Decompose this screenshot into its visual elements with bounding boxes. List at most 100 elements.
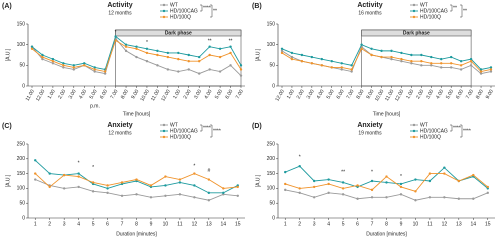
data-point bbox=[135, 178, 138, 181]
data-point bbox=[479, 70, 483, 73]
x-tick-label: 9 bbox=[150, 221, 153, 227]
significance-bracket bbox=[200, 124, 203, 132]
data-point bbox=[370, 53, 373, 57]
y-axis-label: [A.U.] bbox=[5, 48, 11, 61]
x-tick-label: 6 bbox=[106, 221, 109, 227]
legend-marker bbox=[412, 15, 416, 19]
x-tick-label: 4.00 bbox=[203, 88, 213, 100]
data-point bbox=[177, 57, 180, 61]
significance-label: **** bbox=[463, 128, 471, 134]
data-point bbox=[207, 199, 211, 202]
dark-phase-label: Dark phase bbox=[165, 30, 192, 36]
significance-label: ** bbox=[453, 5, 457, 11]
x-tick-label: 10 bbox=[413, 221, 419, 227]
data-point bbox=[300, 53, 304, 57]
x-tick-label: 5.00 bbox=[326, 88, 336, 100]
significance-bracket bbox=[460, 4, 463, 18]
data-point bbox=[120, 194, 124, 197]
data-point bbox=[320, 64, 324, 67]
significance-label: ** bbox=[213, 8, 217, 14]
point-annotation: * bbox=[146, 40, 148, 46]
data-point bbox=[360, 43, 363, 46]
data-point bbox=[380, 55, 383, 59]
data-point bbox=[106, 184, 109, 187]
data-point bbox=[145, 47, 149, 50]
data-point bbox=[327, 191, 330, 195]
x-tick-label: 4.00 bbox=[435, 88, 445, 100]
point-annotation: * bbox=[92, 165, 94, 171]
data-point bbox=[62, 66, 65, 69]
data-point bbox=[208, 68, 211, 71]
data-point bbox=[310, 62, 314, 65]
data-point bbox=[280, 49, 284, 53]
legend-label: HD/100Q bbox=[420, 134, 441, 140]
y-axis-label: [A.U.] bbox=[5, 174, 11, 187]
y-tick-label: 50 bbox=[269, 63, 275, 69]
data-point bbox=[124, 49, 128, 53]
significance-bracket bbox=[450, 124, 453, 132]
data-point bbox=[83, 62, 86, 65]
chart-subtitle: 16 months bbox=[358, 10, 382, 16]
x-tick-label: 7.00 bbox=[345, 88, 355, 100]
data-point bbox=[91, 190, 95, 193]
data-point bbox=[459, 60, 463, 63]
data-point bbox=[350, 68, 353, 71]
data-point bbox=[62, 64, 65, 67]
data-point bbox=[420, 53, 423, 57]
data-point bbox=[207, 191, 211, 195]
y-axis-label: [A.U.] bbox=[255, 174, 261, 187]
data-point bbox=[469, 57, 473, 61]
data-point bbox=[312, 185, 316, 189]
data-point bbox=[187, 53, 190, 57]
y-tick-label: 0 bbox=[272, 83, 275, 89]
data-point bbox=[208, 45, 211, 48]
data-point bbox=[114, 39, 117, 42]
data-point bbox=[93, 66, 96, 69]
x-tick-label: 9 bbox=[400, 221, 403, 227]
data-point bbox=[62, 62, 65, 65]
x-tick-label: 3.00 bbox=[425, 88, 435, 100]
x-tick-label: 4 bbox=[77, 221, 80, 227]
x-tick-label: 1.00 bbox=[172, 88, 182, 100]
data-point bbox=[34, 172, 37, 175]
data-point bbox=[218, 47, 222, 50]
x-tick-label: 3 bbox=[63, 221, 66, 227]
x-tick-label: 2.00 bbox=[57, 88, 67, 100]
significance-bracket bbox=[450, 4, 453, 12]
x-tick-label: 7 bbox=[121, 221, 124, 227]
x-tick-label: 9.00 bbox=[365, 88, 375, 100]
data-point bbox=[399, 185, 403, 189]
data-point bbox=[145, 60, 149, 63]
data-point bbox=[327, 182, 330, 186]
data-point bbox=[149, 184, 153, 187]
data-point bbox=[177, 70, 180, 73]
x-tick-label: 5.00 bbox=[89, 88, 99, 100]
x-tick-label: 11.00 bbox=[384, 88, 395, 102]
data-point bbox=[472, 197, 475, 200]
data-point bbox=[164, 184, 167, 187]
point-annotation: # bbox=[207, 168, 210, 174]
data-point bbox=[440, 62, 443, 65]
data-point bbox=[290, 55, 294, 59]
data-point bbox=[124, 45, 128, 48]
y-tick-label: 100 bbox=[17, 42, 26, 48]
data-point bbox=[370, 47, 373, 50]
chart-subtitle: 12 months bbox=[108, 130, 132, 136]
data-point bbox=[330, 66, 333, 69]
significance-label: **** bbox=[203, 125, 211, 131]
data-point bbox=[290, 51, 294, 55]
point-annotation: * bbox=[193, 164, 195, 170]
x-tick-label: 11.00 bbox=[25, 88, 36, 102]
data-point bbox=[486, 185, 489, 189]
chart-title: Anxiety bbox=[107, 122, 132, 129]
data-point bbox=[280, 51, 284, 55]
data-point bbox=[330, 60, 333, 63]
data-point bbox=[177, 51, 180, 55]
x-axis-label: Time [hours] bbox=[123, 111, 151, 117]
x-tick-label: 2.00 bbox=[183, 88, 193, 100]
data-point bbox=[298, 165, 301, 168]
data-point bbox=[414, 190, 417, 193]
x-tick-label: 13 bbox=[206, 221, 212, 227]
significance-bracket bbox=[210, 124, 213, 138]
data-point bbox=[400, 57, 403, 61]
